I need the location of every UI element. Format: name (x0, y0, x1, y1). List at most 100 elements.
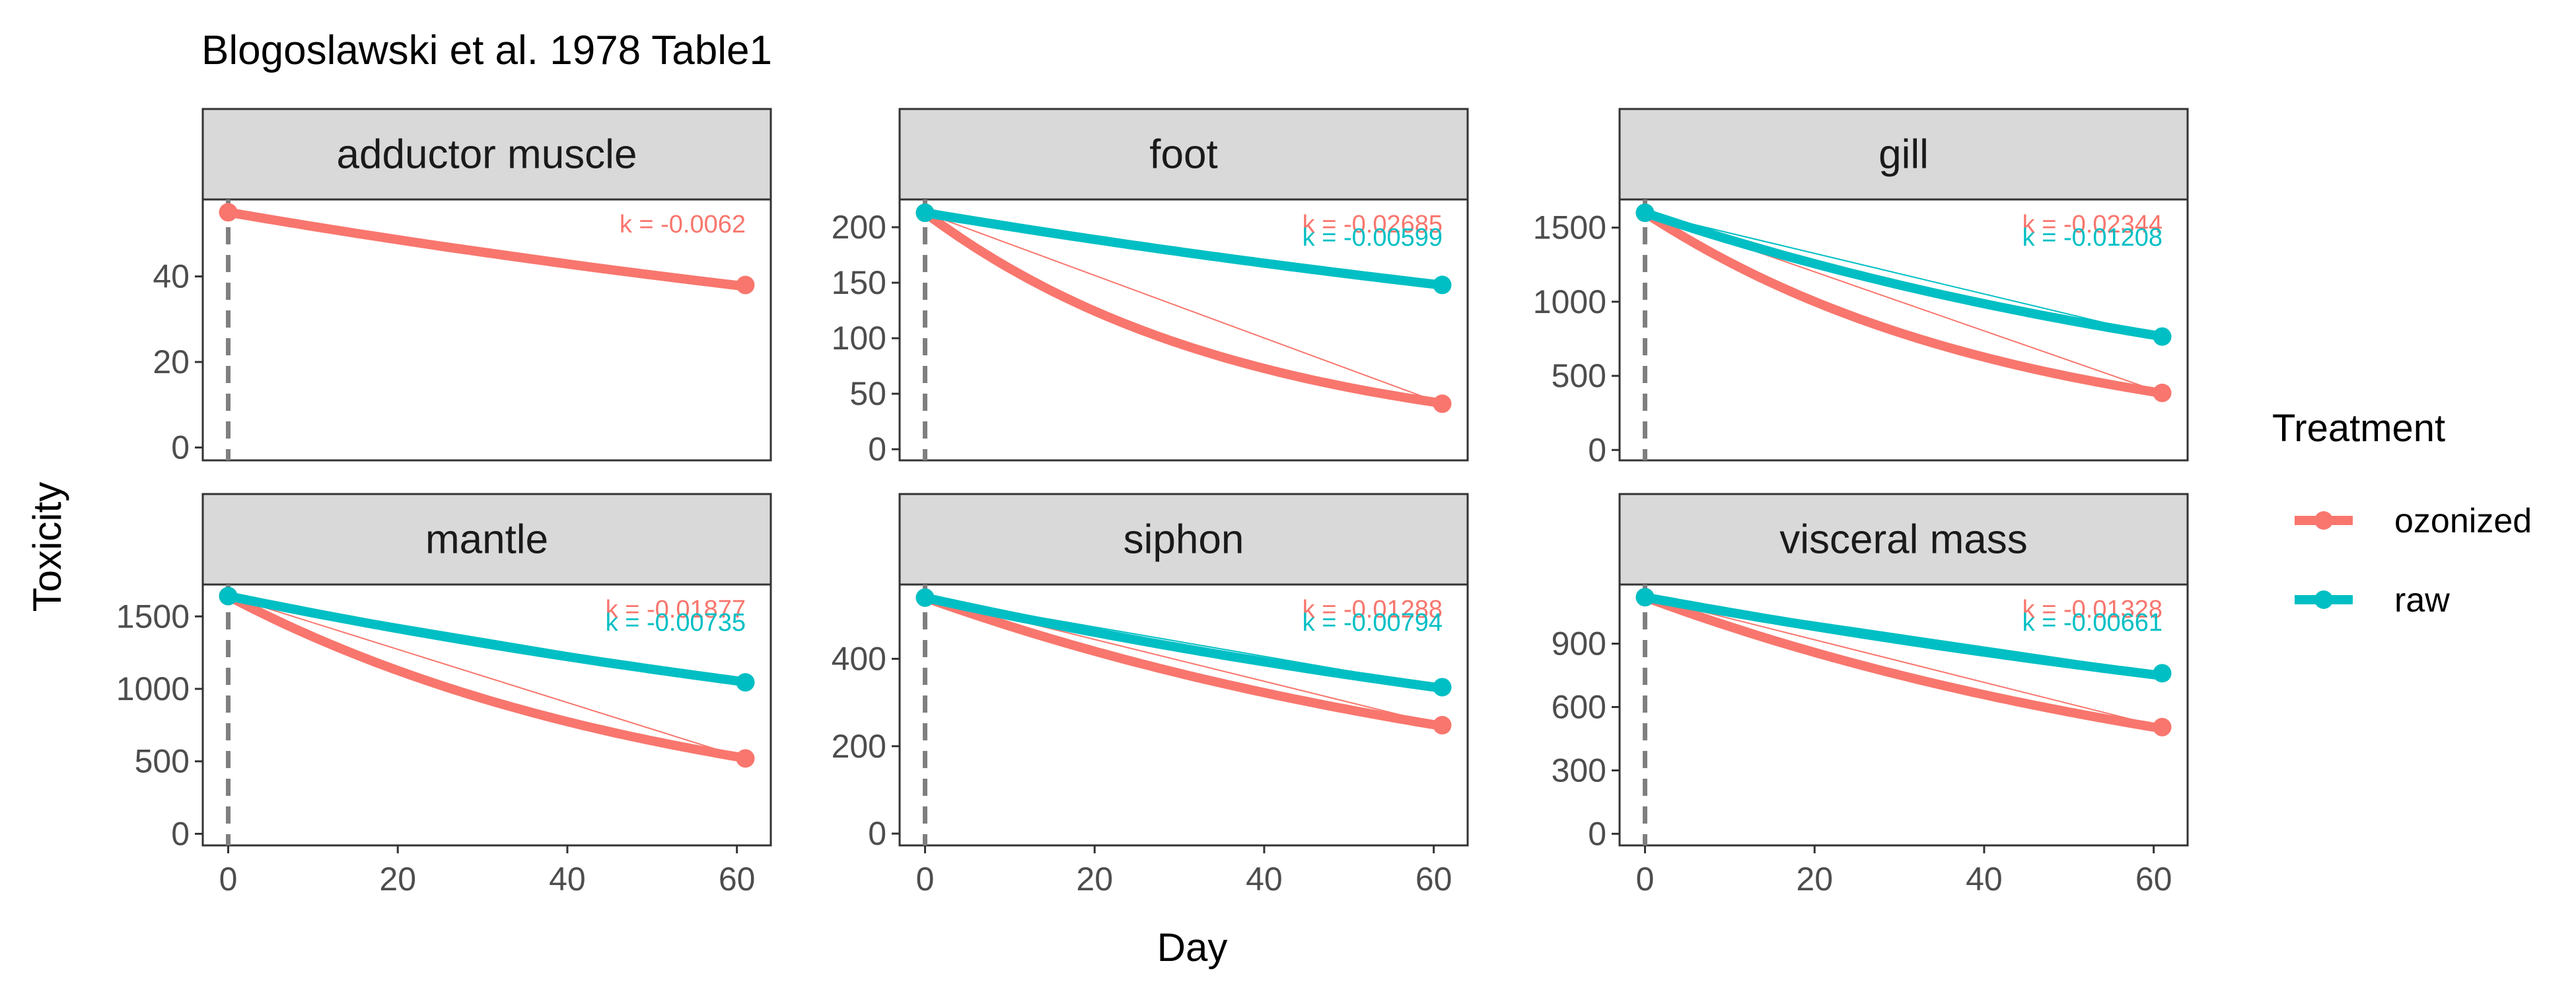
panel-visceral-mass: visceral mass 0 300 600 900 0 20 40 60 k = -0.013… (1552, 493, 2189, 898)
x-tick-label: 20 (1076, 861, 1113, 898)
panel-adductor-muscle: adductor muscle 0 20 40 k = -0.0062 (153, 108, 772, 466)
y-axis-title: Toxicity (25, 482, 69, 612)
strip-label: adductor muscle (337, 132, 637, 178)
k-label-ozonized: k = -0.01328 (2022, 596, 2163, 623)
y-tick-label: 500 (135, 743, 190, 780)
x-tick-label: 40 (1966, 861, 2003, 898)
data-point-ozonized (2153, 717, 2172, 736)
data-point-ozonized (736, 749, 755, 768)
legend-key-point (2314, 511, 2333, 530)
legend-item-raw: raw (2295, 581, 2450, 620)
y-tick-label: 900 (1552, 625, 1606, 662)
legend-label: ozonized (2394, 502, 2532, 540)
data-point-raw (219, 586, 238, 606)
series-curve-ozonized (227, 207, 746, 291)
series-curve-raw (1643, 208, 2163, 341)
series-segment-ozonized (925, 212, 1443, 405)
strip-label: mantle (425, 517, 548, 563)
series-curve-raw (227, 591, 746, 687)
x-tick-label: 60 (719, 861, 756, 898)
y-tick-label: 20 (153, 343, 190, 380)
series-curve-ozonized (226, 592, 746, 763)
x-tick-label: 60 (1415, 861, 1452, 898)
data-point-raw (915, 203, 935, 223)
y-tick-label: 0 (171, 815, 190, 852)
x-tick-label: 60 (2135, 861, 2172, 898)
y-tick-label: 500 (1552, 357, 1606, 394)
y-tick-label: 0 (868, 431, 886, 468)
y-tick-label: 100 (832, 320, 886, 357)
data-point-raw (2153, 664, 2172, 683)
k-label-ozonized: k = -0.02685 (1303, 211, 1443, 238)
data-point-raw (1433, 275, 1452, 295)
y-tick-label: 200 (832, 728, 886, 765)
k-label-raw: k = -0.00661 (2022, 609, 2163, 637)
k-label-ozonized: k = -0.02344 (2022, 211, 2163, 238)
y-tick-label: 1000 (116, 670, 190, 707)
y-tick-label: 50 (849, 375, 886, 412)
legend: Treatment ozonized raw (2272, 407, 2532, 620)
legend-title: Treatment (2272, 407, 2445, 450)
data-point-raw (1433, 678, 1452, 697)
strip-background (201, 493, 772, 586)
strip-label: visceral mass (1779, 517, 2028, 563)
y-tick-label: 0 (868, 815, 886, 852)
panels: adductor muscle 0 20 40 k = -0.0062 foot 0 50 10… (116, 108, 2189, 898)
panel-border (201, 198, 772, 462)
x-tick-label: 0 (219, 861, 238, 898)
y-tick-label: 0 (1588, 431, 1606, 468)
x-axis-title: Day (1157, 925, 1228, 970)
y-tick-label: 0 (1588, 815, 1606, 852)
chart-title: Blogoslawski et al. 1978 Table1 (201, 28, 772, 73)
strip-label: foot (1149, 132, 1217, 178)
data-point-raw (1635, 588, 1655, 607)
x-tick-label: 0 (1636, 861, 1655, 898)
strip-background (1618, 493, 2189, 586)
legend-item-ozonized: ozonized (2295, 502, 2532, 540)
series-segment-ozonized (1645, 596, 2163, 728)
x-tick-label: 20 (379, 861, 416, 898)
y-tick-label: 600 (1552, 689, 1606, 726)
data-point-ozonized (2153, 383, 2172, 402)
series-curve-ozonized (1643, 592, 2163, 734)
series-curve-ozonized (923, 593, 1443, 731)
y-tick-label: 40 (153, 258, 190, 295)
k-label-raw: k = -0.00794 (1303, 609, 1443, 637)
y-tick-label: 150 (832, 264, 886, 301)
x-tick-label: 40 (1246, 861, 1283, 898)
k-label-raw: k = -0.01208 (2022, 224, 2163, 252)
data-point-raw (736, 673, 755, 692)
strip-label: siphon (1124, 517, 1244, 563)
y-tick-label: 400 (832, 640, 886, 677)
data-point-raw (1635, 203, 1655, 223)
y-tick-label: 300 (1552, 752, 1606, 789)
data-point-raw (915, 588, 935, 607)
legend-key-point (2314, 590, 2333, 609)
series-segment-ozonized (228, 595, 746, 760)
k-label-raw: k = -0.00599 (1303, 224, 1443, 252)
x-tick-label: 20 (1796, 861, 1833, 898)
y-tick-label: 1500 (116, 598, 190, 635)
data-point-ozonized (219, 203, 238, 222)
series-curve-raw (923, 592, 1443, 693)
strip-background (898, 493, 1469, 586)
y-tick-label: 0 (171, 429, 190, 466)
strip-label: gill (1878, 132, 1929, 178)
y-tick-label: 1000 (1533, 283, 1606, 320)
series-curve-ozonized (922, 209, 1443, 408)
x-tick-label: 0 (916, 861, 935, 898)
k-label-ozonized: k = -0.01288 (1303, 596, 1443, 623)
k-label-raw: k = -0.00735 (606, 609, 746, 637)
data-point-ozonized (736, 275, 755, 295)
k-label-ozonized: k = -0.01877 (606, 596, 746, 623)
strip-background (201, 108, 772, 201)
series-curve-raw (1644, 592, 2163, 681)
y-tick-label: 1500 (1533, 209, 1606, 246)
data-point-ozonized (1433, 716, 1452, 735)
series-segment-raw (1645, 212, 2163, 337)
